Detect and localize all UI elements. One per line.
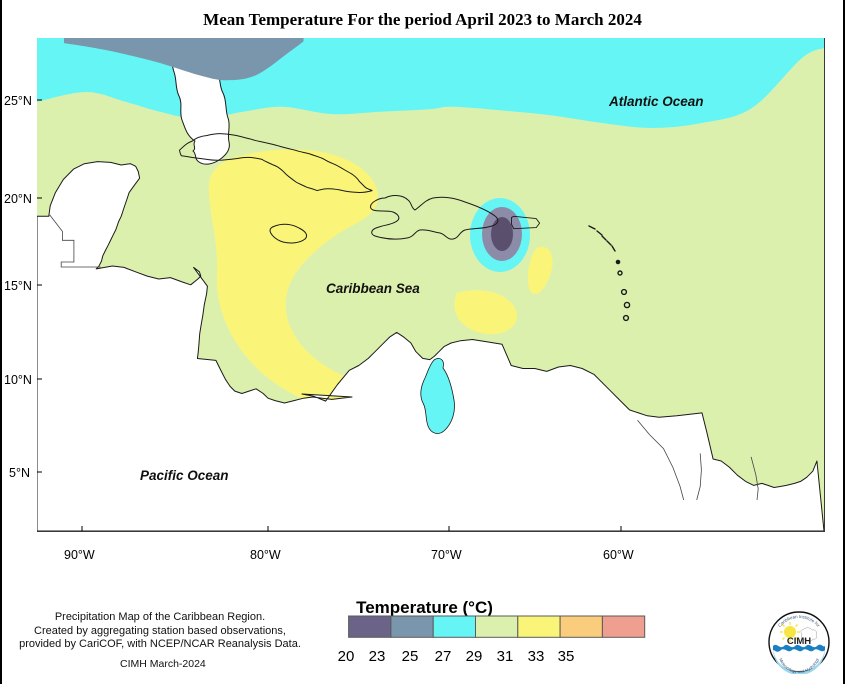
svg-text:35: 35: [558, 648, 575, 665]
svg-text:20: 20: [338, 648, 355, 665]
svg-text:CIMH: CIMH: [787, 636, 811, 647]
svg-text:31: 31: [497, 648, 514, 665]
svg-text:25: 25: [402, 648, 419, 665]
svg-text:23: 23: [369, 648, 386, 665]
svg-text:33: 33: [528, 648, 545, 665]
svg-text:27: 27: [435, 648, 452, 665]
svg-text:29: 29: [466, 648, 483, 665]
